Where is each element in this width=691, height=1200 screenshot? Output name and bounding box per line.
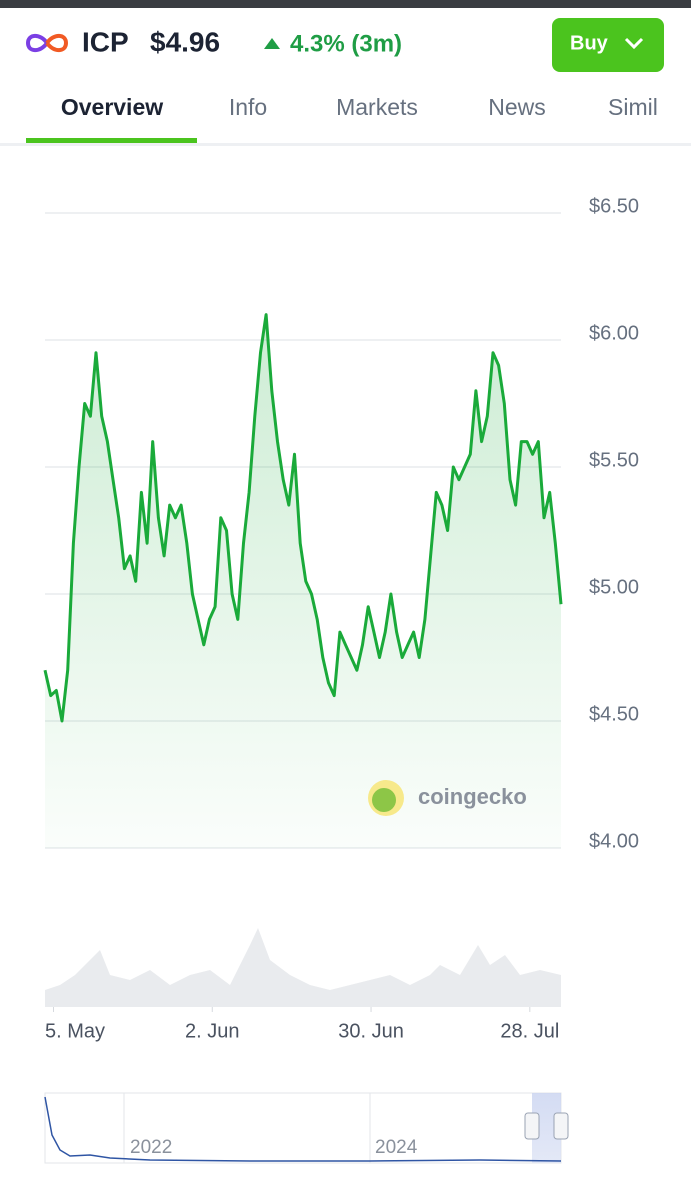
tab[interactable]: Markets [336, 94, 418, 120]
volume-area [45, 928, 561, 1007]
y-tick-label: $6.00 [589, 322, 639, 344]
y-tick-label: $4.50 [589, 703, 639, 725]
price-change: 4.3% (3m) [290, 30, 402, 57]
buy-chevron[interactable] [624, 37, 644, 50]
navigator-label: 2022 [130, 1137, 172, 1158]
tab[interactable]: Info [229, 94, 267, 120]
tab[interactable]: Simil [608, 94, 658, 120]
x-tick-label: 28. Jul [500, 1020, 559, 1042]
navigator-handle[interactable] [524, 1112, 540, 1140]
y-tick-label: $6.50 [589, 195, 639, 217]
navigator-label: 2024 [375, 1137, 418, 1158]
y-tick-label: $5.50 [589, 449, 639, 471]
tab[interactable]: News [488, 94, 546, 120]
navigator: 2022 2024 [44, 1092, 569, 1164]
y-tick-label: $5.00 [589, 576, 639, 598]
price-line [43, 313, 563, 723]
x-tick-label: 5. May [45, 1020, 105, 1042]
active-tab-underline [26, 138, 197, 143]
y-tick-label: $4.00 [589, 830, 639, 852]
buy-label[interactable]: Buy [570, 32, 609, 54]
watermark-text: coingecko [418, 784, 527, 809]
coin-symbol: ICP [82, 26, 129, 57]
price-area [45, 314, 561, 849]
price-chart: $4.00 $4.50 $5.00 $5.50 $6.00 $6.50 5. May 2. J… [43, 195, 639, 1042]
navigator-handle[interactable] [553, 1112, 569, 1140]
watermark: coingecko [368, 780, 527, 816]
status-bar [0, 0, 691, 8]
change-arrow [264, 38, 280, 49]
buy-button-bg[interactable] [552, 18, 664, 72]
tab-separator [0, 143, 691, 146]
icp-logo [25, 33, 69, 53]
x-tick-label: 30. Jun [338, 1020, 404, 1042]
navigator-frame [44, 1092, 562, 1164]
buy-button[interactable]: Buy [552, 18, 664, 72]
tab[interactable]: Overview [61, 94, 163, 120]
navigator-line [44, 1096, 562, 1162]
watermark-logo-inner [372, 788, 396, 812]
x-tick-label: 2. Jun [185, 1020, 239, 1042]
coin-price: $4.96 [150, 26, 220, 57]
tab-bar: Overview Info Markets News Simil [61, 94, 658, 120]
